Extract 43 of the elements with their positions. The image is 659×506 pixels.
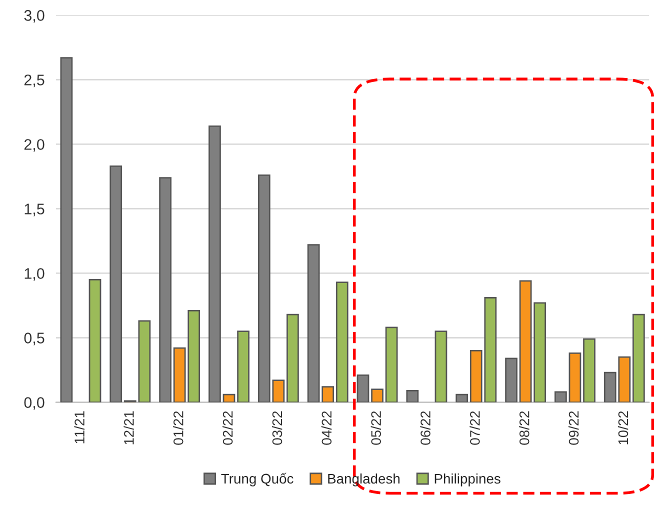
x-tick-label: 06/22 — [420, 411, 430, 445]
x-tick-label: 11/21 — [74, 411, 84, 444]
bar — [237, 330, 250, 402]
bar — [356, 374, 370, 402]
x-tick-label: 05/22 — [370, 411, 382, 445]
bar — [583, 338, 596, 402]
x-tick-label: 12/21 — [124, 411, 134, 444]
bar — [208, 125, 221, 402]
y-tick-label: 0,5 — [24, 332, 44, 346]
y-tick-label: 1,0 — [24, 268, 44, 281]
bar — [371, 388, 384, 402]
y-tick-label: 3,0 — [24, 10, 44, 23]
bar — [534, 302, 546, 402]
x-tick-label: 10/22 — [618, 411, 628, 444]
x-tick-label: 09/22 — [568, 411, 579, 445]
bar — [88, 278, 102, 402]
bar — [336, 282, 348, 402]
y-tick-label: 0,0 — [24, 397, 44, 410]
x-tick-label: 07/22 — [470, 411, 480, 445]
bar — [554, 391, 567, 402]
y-tick-label: 2,0 — [24, 139, 44, 152]
bar — [406, 390, 419, 402]
legend-label: Bangladesh — [328, 473, 400, 486]
bar — [286, 314, 299, 402]
x-tick-label: 03/22 — [272, 411, 282, 445]
legend-label: Trung Quốc — [221, 472, 294, 486]
x-tick-label: 02/22 — [222, 411, 233, 445]
x-tick-label: 08/22 — [519, 411, 530, 445]
bar — [159, 177, 172, 402]
bar — [110, 165, 122, 402]
legend-label: Philippines — [434, 473, 500, 486]
bar — [456, 394, 468, 402]
bar — [60, 57, 73, 402]
bar — [385, 326, 398, 402]
bar — [222, 394, 236, 402]
bar — [632, 314, 645, 402]
x-tick-label: 04/22 — [321, 411, 332, 445]
bar — [568, 352, 582, 402]
bar — [434, 330, 448, 402]
bar — [505, 358, 518, 402]
x-tick-label: 01/22 — [173, 411, 184, 445]
y-tick-label: 2,5 — [24, 74, 44, 88]
y-tick-label: 1,5 — [24, 204, 44, 216]
